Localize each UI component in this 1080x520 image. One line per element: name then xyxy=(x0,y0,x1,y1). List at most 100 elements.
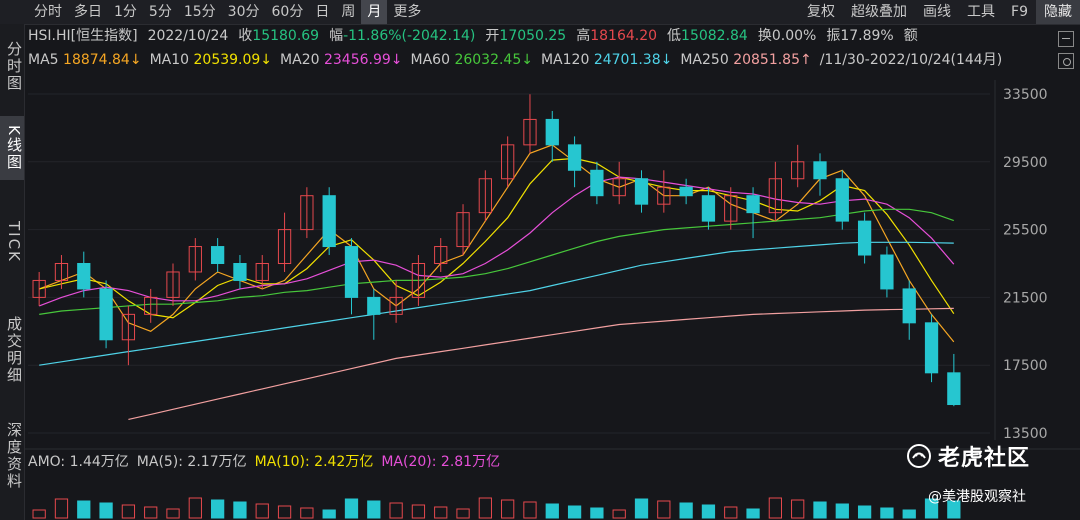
volume-bar xyxy=(99,502,113,519)
amplitude-label: 振 xyxy=(826,28,841,44)
high-value: 18164.20 xyxy=(590,28,658,44)
sidebar-tab-depth[interactable]: 深度资料 xyxy=(5,422,23,490)
volume-bar xyxy=(701,504,716,519)
candle-body xyxy=(947,372,961,406)
volume-bar xyxy=(300,507,314,519)
period-toolbar: 分时 多日 1分 5分 15分 30分 60分日周月更多 复权 超级叠加 画线 工具 F9 隐藏 xyxy=(0,0,1080,25)
ma20-value: 23456.99↓ xyxy=(323,52,403,68)
period-tab-9[interactable]: 月 xyxy=(361,0,388,24)
toolbar-action-5[interactable]: 隐藏 xyxy=(1036,0,1080,24)
candle-body xyxy=(590,169,604,197)
candle-body xyxy=(880,254,894,290)
ma60-label: MA60 xyxy=(410,52,450,68)
period-tab-3[interactable]: 5分 xyxy=(148,4,172,20)
minimize-icon[interactable] xyxy=(1058,31,1074,47)
candle-body xyxy=(813,161,827,180)
period-tab-6[interactable]: 60分 xyxy=(271,4,304,20)
volume-bar xyxy=(724,506,738,519)
volume-bar xyxy=(144,506,158,519)
volume-bar xyxy=(456,508,470,519)
sidebar-tab-tick[interactable]: TICK xyxy=(5,221,23,263)
candle-body xyxy=(144,296,158,315)
candle-body xyxy=(924,322,939,374)
open-label: 开 xyxy=(485,28,500,44)
candle-body xyxy=(367,296,381,315)
volume-bar xyxy=(478,497,492,519)
candle-body xyxy=(612,178,626,197)
candle-body xyxy=(121,313,136,341)
sidebar-tab-trades[interactable]: 成交明细 xyxy=(5,316,23,384)
candle-body xyxy=(210,246,225,265)
vol-ma20: MA(20): 2.81万亿 xyxy=(381,454,501,470)
toolbar-action-2[interactable]: 画线 xyxy=(923,4,952,20)
toolbar-action-4[interactable]: F9 xyxy=(1011,4,1028,20)
period-tab-4[interactable]: 15分 xyxy=(183,4,216,20)
candle-body xyxy=(857,220,872,256)
candle-body xyxy=(300,195,314,231)
volume-bar xyxy=(567,505,582,519)
y-tick-label: 29500 xyxy=(1003,155,1048,171)
period-tab-1[interactable]: 多日 xyxy=(74,4,102,20)
volume-bar xyxy=(166,508,180,519)
candle-body xyxy=(32,279,46,298)
amo-value: AMO: 1.44万亿 xyxy=(28,454,129,470)
vol-ma10: MA(10): 2.42万亿 xyxy=(254,454,374,470)
ma-line-ma5 xyxy=(38,144,955,343)
close-value: 15180.69 xyxy=(252,28,320,44)
candle-body xyxy=(902,288,916,324)
ma-line-ma120 xyxy=(39,241,954,366)
watermark: @美港股观察社 xyxy=(928,489,1026,505)
candle-body xyxy=(344,246,359,298)
logo-text: 老虎社区 xyxy=(938,446,1031,471)
period-tab-7[interactable]: 日 xyxy=(315,4,330,20)
period-tab-2[interactable]: 1分 xyxy=(114,4,137,20)
toolbar-action-0[interactable]: 复权 xyxy=(807,4,836,20)
toolbar-action-3[interactable]: 工具 xyxy=(967,4,996,20)
volume-bar xyxy=(501,499,515,519)
ma10-label: MA10 xyxy=(149,52,190,68)
period-tabs: 分时 多日 1分 5分 15分 30分 60分日周月更多 xyxy=(28,0,427,24)
volume-bar xyxy=(32,509,46,519)
period-tab-5[interactable]: 30分 xyxy=(227,4,260,20)
ma-line-ma250 xyxy=(128,307,954,420)
candle-body xyxy=(188,246,202,273)
volume-bar xyxy=(590,507,604,519)
volume-bar xyxy=(255,503,269,519)
volume-bar xyxy=(411,504,426,519)
period-tab-0[interactable]: 分时 xyxy=(34,4,62,20)
sidebar: 分时图 K线图 TICK 成交明细 深度资料 xyxy=(0,24,25,520)
volume-bar xyxy=(657,500,671,519)
volume-bar xyxy=(210,499,225,519)
period-tab-10[interactable]: 更多 xyxy=(393,4,422,20)
change-label: 幅 xyxy=(329,28,344,44)
candle-body xyxy=(545,118,559,146)
volume-bar xyxy=(746,508,760,519)
toolbar-action-1[interactable]: 超级叠加 xyxy=(851,4,908,20)
volume-bar xyxy=(344,498,359,519)
candle-body xyxy=(768,178,783,214)
candle-body xyxy=(411,263,426,298)
volume-bar xyxy=(679,502,693,519)
settings-icon[interactable] xyxy=(1058,53,1074,69)
y-tick-label: 17500 xyxy=(1003,358,1048,374)
ma120-label: MA120 xyxy=(540,52,590,68)
amplitude-value: 17.89% xyxy=(840,28,894,44)
ma5-value: 18874.84↓ xyxy=(63,52,142,68)
ma-info: MA5 18874.84↓ MA10 20539.09↓ MA20 23456.… xyxy=(28,50,1002,70)
ma10-value: 20539.09↓ xyxy=(193,52,273,68)
volume-bar xyxy=(77,500,91,519)
volume-bar xyxy=(634,498,649,519)
ma250-value: 20851.85↑ xyxy=(733,52,812,68)
ma-line-ma20 xyxy=(38,176,955,307)
candle-body xyxy=(322,195,336,248)
vol-ma5: MA(5): 2.17万亿 xyxy=(136,454,247,470)
sidebar-tab-timeshare[interactable]: 分时图 xyxy=(5,40,23,92)
ma5-label: MA5 xyxy=(28,52,59,68)
sidebar-tab-kline[interactable]: K线图 xyxy=(0,116,24,180)
ma-line-ma10 xyxy=(39,157,955,319)
period-tab-8[interactable]: 周 xyxy=(341,4,356,20)
volume-bar xyxy=(121,504,136,519)
candle-body xyxy=(54,263,69,281)
volume-bar xyxy=(791,499,805,519)
candle-body xyxy=(634,178,649,205)
